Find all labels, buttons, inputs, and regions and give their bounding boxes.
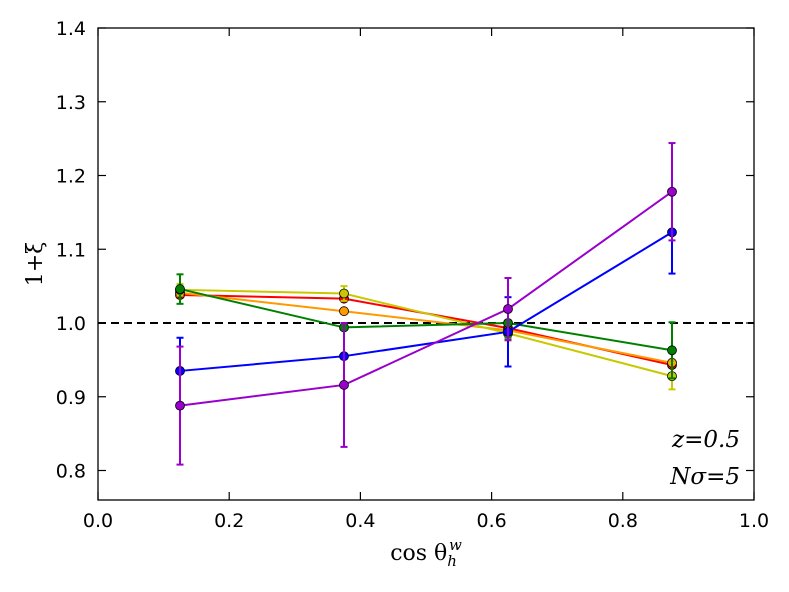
x-tick-label: 0.4 bbox=[345, 510, 375, 532]
y-tick-label: 1.0 bbox=[56, 313, 86, 335]
y-tick-label: 1.4 bbox=[56, 18, 86, 40]
x-axis-label: cos θhw bbox=[390, 536, 462, 570]
data-point bbox=[339, 288, 349, 299]
series-line bbox=[179, 291, 673, 364]
y-tick-label: 0.8 bbox=[56, 461, 86, 483]
series-layer bbox=[98, 142, 754, 466]
plot-frame bbox=[97, 27, 755, 501]
annotation-redshift: z=0.5 bbox=[671, 427, 740, 453]
data-point bbox=[175, 284, 185, 294]
y-tick-label: 1.1 bbox=[56, 239, 86, 261]
x-tick-label: 1.0 bbox=[739, 510, 769, 532]
y-axis-label: 1+ξ bbox=[23, 242, 48, 287]
annotation-n-sigma: Nσ=5 bbox=[669, 464, 740, 490]
x-tick-label: 0.8 bbox=[608, 510, 638, 532]
x-tick-label: 0.0 bbox=[83, 510, 113, 532]
data-point bbox=[339, 306, 349, 317]
series-line bbox=[179, 190, 673, 407]
y-tick-label: 0.9 bbox=[56, 387, 86, 409]
y-tick-label: 1.3 bbox=[56, 92, 86, 114]
x-axis-label-main: cos θ bbox=[390, 541, 447, 566]
data-point bbox=[667, 186, 677, 197]
data-point bbox=[667, 345, 677, 356]
data-point bbox=[175, 400, 185, 411]
x-axis-label-superscript: w bbox=[449, 536, 462, 554]
series-purple bbox=[175, 142, 677, 466]
x-tick-label: 0.6 bbox=[476, 510, 506, 532]
series-line bbox=[179, 288, 673, 352]
y-tick-label: 1.2 bbox=[56, 166, 86, 188]
series-line bbox=[179, 231, 673, 372]
x-tick-label: 0.2 bbox=[214, 510, 244, 532]
series-line bbox=[179, 288, 673, 378]
data-point bbox=[339, 380, 349, 390]
data-point bbox=[503, 304, 513, 314]
axes-layer: 0.0 0.2 0.4 0.6 0.8 1.0 0.8 0.9 1.0 1.1 1.2 1.3 1.4 bbox=[56, 18, 769, 532]
x-axis-label-subscript: h bbox=[447, 552, 457, 570]
